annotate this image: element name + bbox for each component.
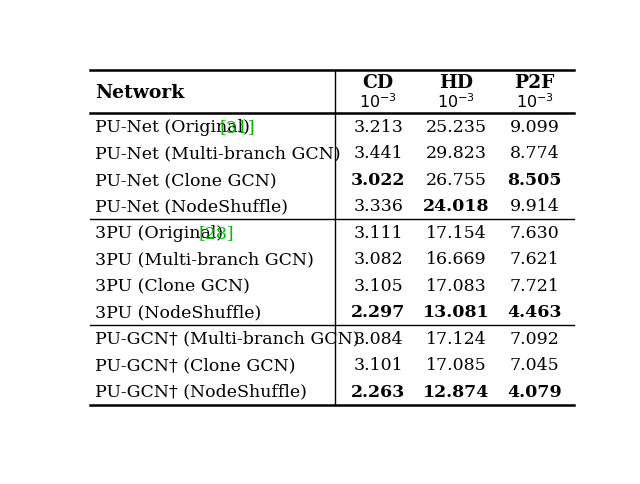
Text: 7.092: 7.092 bbox=[509, 330, 559, 347]
Text: $10^{-3}$: $10^{-3}$ bbox=[359, 93, 397, 112]
Text: PU-GCN† (Clone GCN): PU-GCN† (Clone GCN) bbox=[95, 357, 296, 374]
Text: 17.124: 17.124 bbox=[426, 330, 487, 347]
Text: 7.630: 7.630 bbox=[509, 225, 559, 242]
Text: PU-Net (NodeShuffle): PU-Net (NodeShuffle) bbox=[95, 198, 288, 215]
Text: 3PU (Multi-branch GCN): 3PU (Multi-branch GCN) bbox=[95, 251, 314, 268]
Text: 9.914: 9.914 bbox=[509, 198, 559, 215]
Text: 3PU (Original): 3PU (Original) bbox=[95, 225, 228, 242]
Text: $10^{-3}$: $10^{-3}$ bbox=[438, 93, 476, 112]
Text: 3.105: 3.105 bbox=[353, 277, 403, 294]
Text: 8.774: 8.774 bbox=[509, 145, 559, 162]
Text: PU-GCN† (Multi-branch GCN): PU-GCN† (Multi-branch GCN) bbox=[95, 330, 360, 347]
Text: 17.083: 17.083 bbox=[426, 277, 487, 294]
Text: 17.085: 17.085 bbox=[426, 357, 487, 374]
Text: P2F: P2F bbox=[515, 74, 555, 91]
Text: Network: Network bbox=[95, 84, 184, 102]
Text: 16.669: 16.669 bbox=[426, 251, 487, 268]
Text: [28]: [28] bbox=[198, 225, 234, 242]
Text: PU-Net (Original): PU-Net (Original) bbox=[95, 119, 255, 136]
Text: [31]: [31] bbox=[219, 119, 255, 136]
Text: 3.084: 3.084 bbox=[353, 330, 403, 347]
Text: 13.081: 13.081 bbox=[423, 303, 490, 321]
Text: 9.099: 9.099 bbox=[509, 119, 559, 136]
Text: PU-Net (Clone GCN): PU-Net (Clone GCN) bbox=[95, 171, 276, 189]
Text: 17.154: 17.154 bbox=[426, 225, 487, 242]
Text: 7.621: 7.621 bbox=[509, 251, 559, 268]
Text: $10^{-3}$: $10^{-3}$ bbox=[516, 93, 554, 112]
Text: PU-GCN† (NodeShuffle): PU-GCN† (NodeShuffle) bbox=[95, 383, 307, 400]
Text: 3PU (Clone GCN): 3PU (Clone GCN) bbox=[95, 277, 250, 294]
Text: PU-Net (Multi-branch GCN): PU-Net (Multi-branch GCN) bbox=[95, 145, 340, 162]
Text: 7.721: 7.721 bbox=[509, 277, 559, 294]
Text: 4.079: 4.079 bbox=[508, 383, 562, 400]
Text: 24.018: 24.018 bbox=[423, 198, 490, 215]
Text: 7.045: 7.045 bbox=[509, 357, 559, 374]
Text: 12.874: 12.874 bbox=[423, 383, 490, 400]
Text: 25.235: 25.235 bbox=[426, 119, 487, 136]
Text: 29.823: 29.823 bbox=[426, 145, 487, 162]
Text: 2.263: 2.263 bbox=[351, 383, 405, 400]
Text: 3PU (NodeShuffle): 3PU (NodeShuffle) bbox=[95, 303, 261, 321]
Text: CD: CD bbox=[363, 74, 394, 91]
Text: 3.111: 3.111 bbox=[353, 225, 403, 242]
Text: 3.213: 3.213 bbox=[353, 119, 403, 136]
Text: 2.297: 2.297 bbox=[351, 303, 405, 321]
Text: 3.082: 3.082 bbox=[353, 251, 403, 268]
Text: 4.463: 4.463 bbox=[508, 303, 562, 321]
Text: 3.336: 3.336 bbox=[353, 198, 403, 215]
Text: 3.101: 3.101 bbox=[353, 357, 403, 374]
Text: 3.441: 3.441 bbox=[353, 145, 403, 162]
Text: 26.755: 26.755 bbox=[426, 171, 487, 189]
Text: HD: HD bbox=[440, 74, 474, 91]
Text: 3.022: 3.022 bbox=[351, 171, 405, 189]
Text: 8.505: 8.505 bbox=[508, 171, 562, 189]
